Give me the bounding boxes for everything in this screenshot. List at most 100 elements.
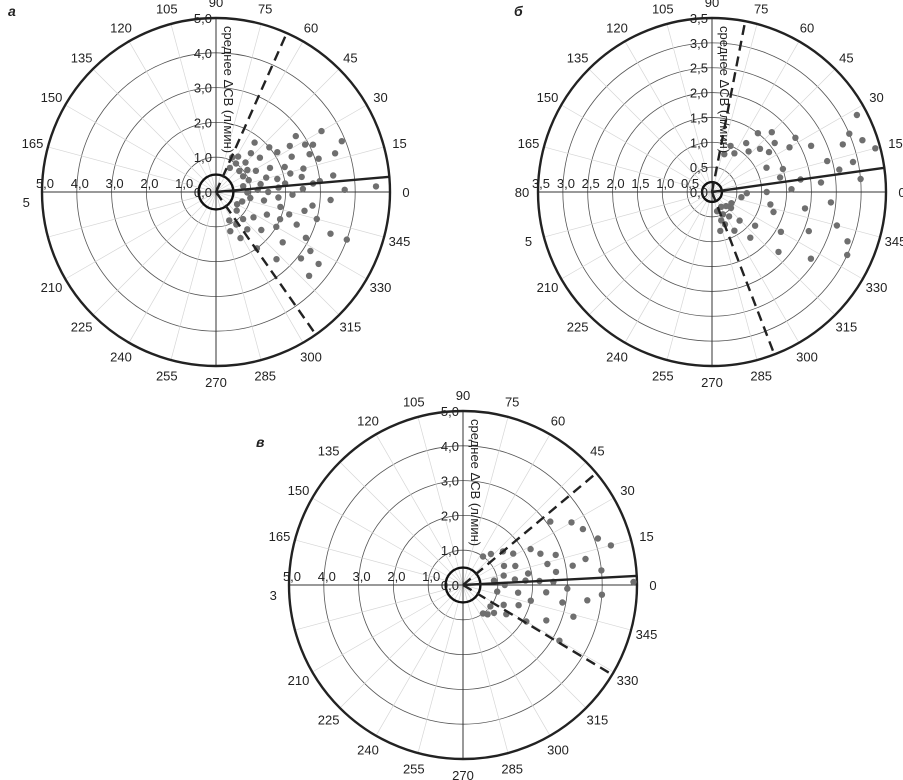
data-point [728, 200, 735, 207]
radial-tick-label: 1,0 [441, 543, 459, 558]
data-point [234, 153, 242, 160]
data-point [807, 142, 815, 149]
angle-label: 5 [23, 195, 30, 210]
grid-spoke [462, 584, 614, 673]
data-point [776, 174, 784, 181]
left-axis-tick-label: 2,0 [607, 176, 625, 191]
data-point [301, 207, 308, 214]
data-point [487, 550, 495, 558]
grid-spoke [711, 41, 800, 193]
data-point [257, 180, 264, 188]
data-point [598, 591, 606, 598]
data-point [717, 227, 724, 235]
angle-label: 0 [898, 185, 903, 200]
data-point [274, 175, 281, 183]
angle-label: 225 [567, 319, 589, 334]
radial-tick-label: 2,0 [690, 86, 708, 101]
data-point [718, 203, 725, 210]
data-point [251, 139, 258, 146]
radial-axis-title: среднее ΔСВ (л/мин) [717, 26, 732, 153]
data-point [833, 222, 841, 229]
data-point [872, 145, 879, 152]
data-point [559, 599, 566, 606]
angle-label: 75 [505, 395, 519, 410]
grid-spoke [312, 584, 464, 673]
radial-tick-label: 2,0 [194, 115, 212, 130]
data-point [817, 179, 825, 186]
grid-spoke [624, 191, 713, 343]
grid-spoke [294, 584, 464, 631]
data-point [227, 228, 234, 235]
data-point [302, 234, 310, 241]
data-point [537, 550, 544, 557]
grid-spoke [375, 434, 464, 586]
left-axis-tick-label: 5,0 [283, 569, 301, 584]
grid-spoke [666, 191, 713, 361]
angle-label: 165 [269, 529, 291, 544]
data-point [524, 570, 532, 577]
left-axis-tick-label: 1,0 [422, 569, 440, 584]
radial-tick-label: 0,0 [690, 185, 708, 200]
data-point [343, 236, 350, 243]
data-point [286, 142, 293, 150]
data-point [266, 164, 274, 172]
data-point [265, 188, 272, 196]
angle-label: 45 [590, 444, 604, 459]
grid-spoke [561, 104, 713, 193]
grid-spoke [711, 191, 863, 280]
angle-label: 45 [343, 51, 357, 66]
data-point [756, 145, 764, 152]
angle-label: 270 [701, 375, 723, 390]
grid-spoke [215, 191, 262, 361]
data-point [721, 151, 728, 158]
angle-label: 120 [357, 414, 379, 429]
left-axis-tick-label: 4,0 [71, 176, 89, 191]
data-point [736, 217, 743, 224]
angle-label: 80 [515, 185, 529, 200]
data-point [725, 213, 733, 220]
radial-tick-label: 1,0 [194, 150, 212, 165]
angle-label: 150 [41, 90, 63, 105]
panel-label: б [514, 3, 523, 19]
data-point [584, 597, 591, 604]
angle-label: 285 [254, 369, 276, 384]
radial-tick-label: 1,0 [690, 135, 708, 150]
data-point [857, 175, 864, 183]
angle-label: 210 [288, 673, 310, 688]
data-point [745, 148, 752, 155]
radial-tick-label: 2,0 [441, 508, 459, 523]
angle-label: 330 [866, 280, 888, 295]
data-point [598, 567, 605, 574]
angle-label: 60 [800, 21, 814, 36]
grid-spoke [462, 461, 587, 586]
data-point [263, 174, 270, 181]
radial-tick-label: 4,0 [194, 46, 212, 61]
data-point [309, 141, 317, 148]
data-point [859, 137, 866, 144]
data-point [763, 164, 770, 171]
angle-label: 30 [373, 90, 387, 105]
grid-spoke [624, 41, 713, 193]
data-point [236, 167, 243, 175]
angle-label: 150 [537, 90, 559, 105]
data-point [722, 202, 730, 210]
panel-label: в [256, 434, 265, 450]
data-point [579, 525, 587, 533]
left-axis-tick-label: 2,0 [387, 569, 405, 584]
left-axis-tick-label: 1,5 [631, 176, 649, 191]
angle-label: 255 [156, 369, 178, 384]
grid-spoke [543, 191, 713, 238]
angle-label: 135 [71, 51, 93, 66]
data-point [287, 170, 294, 177]
data-point [747, 234, 754, 241]
data-point [543, 589, 550, 596]
grid-spoke [588, 191, 713, 316]
data-point [286, 211, 293, 218]
data-point [313, 215, 320, 223]
data-point [743, 139, 750, 147]
data-point [827, 199, 835, 206]
grid-spoke [215, 191, 367, 280]
data-point [252, 167, 260, 174]
grid-spoke [215, 191, 304, 343]
outer-circle [40, 16, 392, 368]
